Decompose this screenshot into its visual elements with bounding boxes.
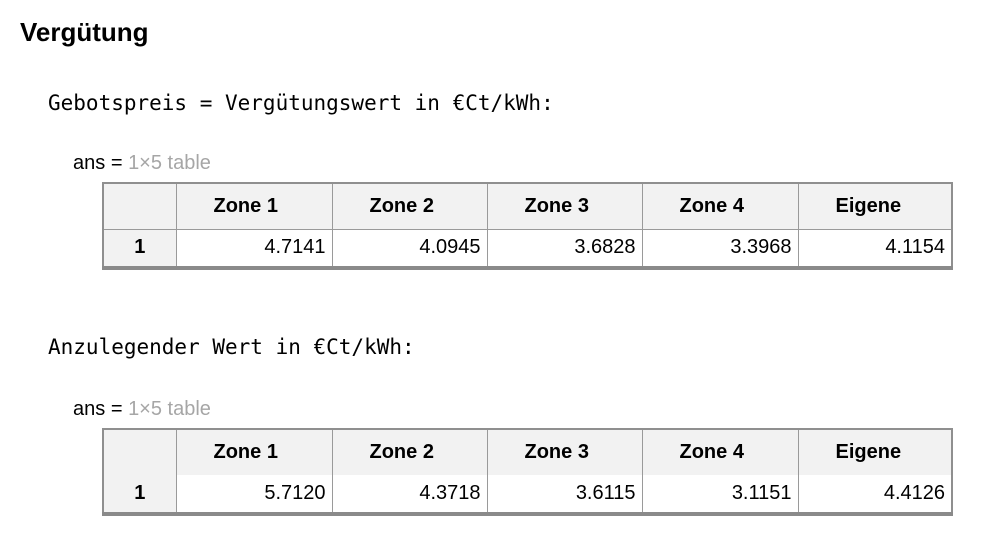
table-row: 1 4.7141 4.0945 3.6828 3.3968 4.1154 (102, 228, 953, 269)
column-header[interactable]: Eigene (797, 428, 953, 475)
table-corner-cell (102, 182, 177, 230)
table-cell: 5.7120 (175, 475, 333, 515)
table-cell: 3.6115 (486, 475, 643, 515)
column-header[interactable]: Zone 2 (331, 182, 488, 230)
row-header: 1 (102, 475, 177, 515)
ans-variable-name: ans (73, 152, 106, 174)
table-corner-cell (102, 428, 177, 475)
result-table: Zone 1 Zone 2 Zone 3 Zone 4 Eigene 1 5.7… (102, 428, 953, 516)
output-heading-gebotspreis: Gebotspreis = Vergütungswert in €Ct/kWh: (48, 91, 554, 115)
column-header[interactable]: Zone 1 (175, 428, 333, 475)
section-title: Vergütung (20, 17, 149, 47)
column-header[interactable]: Zone 4 (641, 428, 799, 475)
result-table: Zone 1 Zone 2 Zone 3 Zone 4 Eigene 1 4.7… (102, 182, 953, 270)
table-cell: 4.3718 (331, 475, 488, 515)
table-cell: 4.4126 (797, 475, 953, 515)
ans-type-label: 1×5 table (128, 398, 211, 420)
ans-type-label: 1×5 table (128, 152, 211, 174)
table-row: 1 5.7120 4.3718 3.6115 3.1151 4.4126 (102, 475, 953, 515)
row-header: 1 (102, 228, 177, 269)
table-cell: 3.3968 (641, 228, 799, 269)
output-heading-anzulegender-wert: Anzulegender Wert in €Ct/kWh: (48, 335, 415, 359)
table-cell: 4.0945 (331, 228, 488, 269)
column-header[interactable]: Zone 1 (175, 182, 333, 230)
table-header-row: Zone 1 Zone 2 Zone 3 Zone 4 Eigene (102, 182, 953, 230)
table-cell: 4.7141 (175, 228, 333, 269)
table-cell: 3.1151 (641, 475, 799, 515)
column-header[interactable]: Zone 3 (486, 428, 643, 475)
ans-label: ans = 1×5 table (73, 151, 211, 175)
column-header[interactable]: Eigene (797, 182, 953, 230)
ans-equals: = (110, 152, 123, 174)
table-cell: 4.1154 (797, 228, 953, 269)
column-header[interactable]: Zone 2 (331, 428, 488, 475)
column-header[interactable]: Zone 3 (486, 182, 643, 230)
table-header-row: Zone 1 Zone 2 Zone 3 Zone 4 Eigene (102, 428, 953, 475)
column-header[interactable]: Zone 4 (641, 182, 799, 230)
table-cell: 3.6828 (486, 228, 643, 269)
ans-label: ans = 1×5 table (73, 397, 211, 421)
ans-variable-name: ans (73, 398, 106, 420)
ans-equals: = (110, 398, 123, 420)
